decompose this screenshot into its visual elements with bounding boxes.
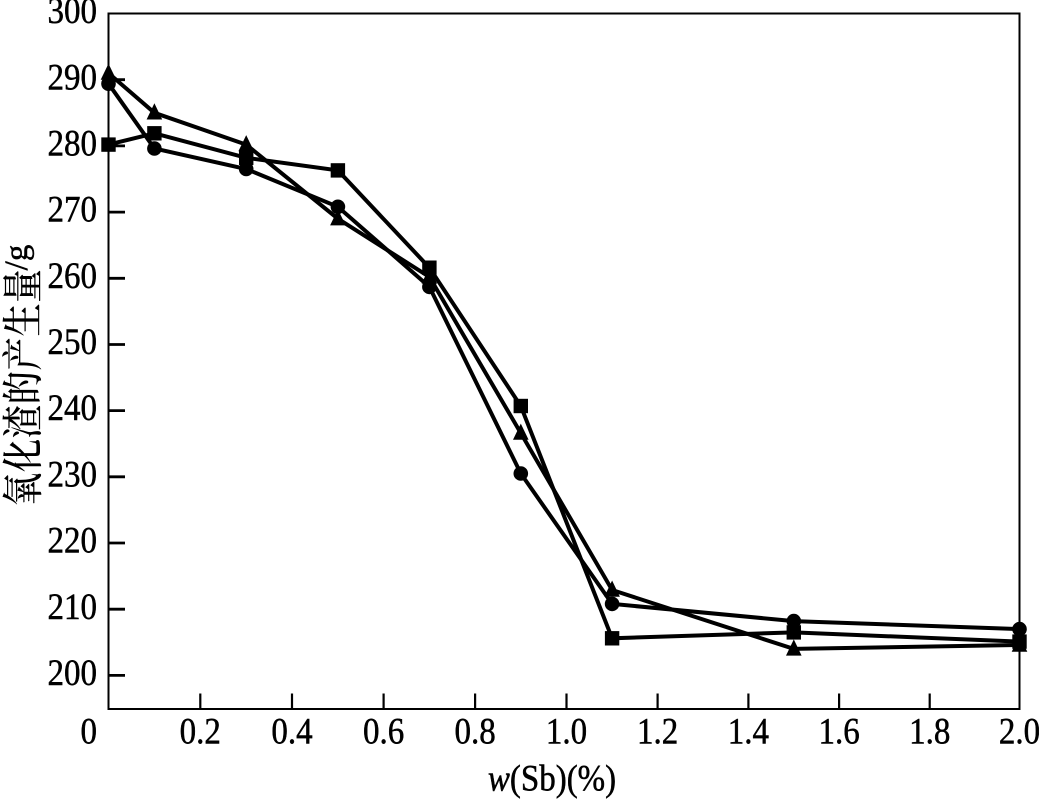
svg-text:230: 230 bbox=[48, 454, 97, 495]
svg-text:0.8: 0.8 bbox=[454, 711, 495, 752]
svg-text:260: 260 bbox=[48, 255, 97, 296]
svg-text:250: 250 bbox=[48, 321, 97, 362]
svg-text:1.6: 1.6 bbox=[818, 711, 859, 752]
svg-text:0.4: 0.4 bbox=[271, 711, 313, 752]
svg-text:1.2: 1.2 bbox=[637, 711, 678, 752]
svg-text:270: 270 bbox=[48, 189, 97, 230]
svg-text:290: 290 bbox=[48, 56, 97, 97]
svg-text:2.0: 2.0 bbox=[999, 711, 1039, 752]
svg-text:1.8: 1.8 bbox=[909, 711, 950, 752]
svg-text:280: 280 bbox=[48, 123, 97, 164]
svg-text:1.4: 1.4 bbox=[728, 711, 770, 752]
svg-text:300: 300 bbox=[48, 0, 97, 32]
svg-text:0.6: 0.6 bbox=[363, 711, 404, 752]
svg-text:200: 200 bbox=[48, 652, 97, 693]
svg-text:0.2: 0.2 bbox=[180, 711, 221, 752]
svg-text:210: 210 bbox=[48, 586, 97, 627]
svg-text:0: 0 bbox=[80, 711, 97, 752]
svg-text:220: 220 bbox=[48, 520, 97, 561]
svg-text:1.0: 1.0 bbox=[546, 711, 587, 752]
svg-text:240: 240 bbox=[48, 387, 97, 428]
svg-text:/g: /g bbox=[0, 245, 35, 271]
svg-text:w(Sb)(%): w(Sb)(%) bbox=[488, 758, 616, 799]
